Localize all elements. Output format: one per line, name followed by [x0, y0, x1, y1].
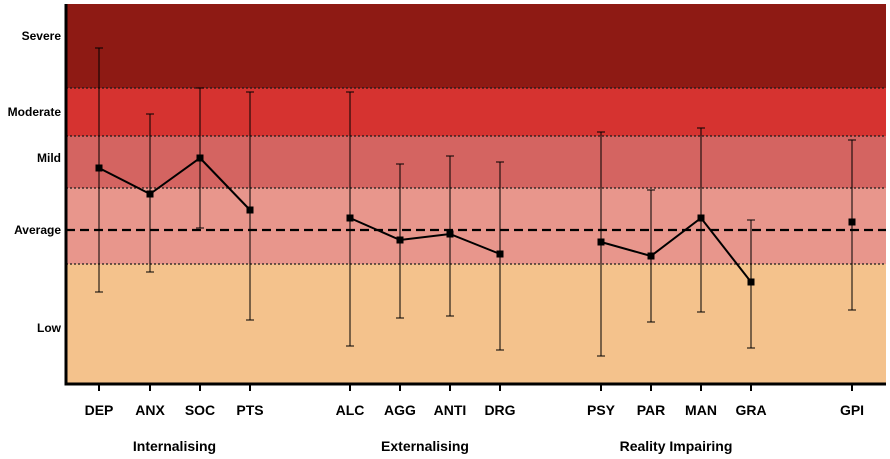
- y-axis-band-labels: Severe Moderate Mild Average Low: [8, 29, 62, 335]
- x-label-soc: SOC: [185, 402, 215, 418]
- series-line-reality-impairing: [600, 216, 752, 283]
- band-average: [66, 188, 886, 264]
- point-anx: [146, 190, 154, 198]
- point-alc: [346, 214, 354, 222]
- x-label-pts: PTS: [236, 402, 263, 418]
- x-label-par: PAR: [637, 402, 666, 418]
- severity-bands: [66, 4, 886, 384]
- x-label-man: MAN: [685, 402, 717, 418]
- x-label-agg: AGG: [384, 402, 416, 418]
- error-bar-pts: [246, 91, 254, 321]
- data-points: [95, 154, 856, 286]
- x-label-drg: DRG: [484, 402, 515, 418]
- y-label-low: Low: [37, 321, 62, 335]
- band-severe: [66, 4, 886, 88]
- group-label-reality-impairing: Reality Impairing: [620, 438, 733, 454]
- band-moderate: [66, 88, 886, 136]
- point-drg: [496, 250, 504, 258]
- series-line-internalising: [98, 156, 251, 211]
- x-label-dep: DEP: [85, 402, 114, 418]
- point-dep: [95, 164, 103, 172]
- x-label-gpi: GPI: [840, 402, 864, 418]
- point-par: [647, 252, 655, 260]
- x-label-anx: ANX: [135, 402, 165, 418]
- point-agg: [396, 236, 404, 244]
- group-labels: Internalising Externalising Reality Impair…: [133, 438, 733, 454]
- point-man: [697, 214, 705, 222]
- point-pts: [246, 206, 254, 214]
- x-axis-tick-labels: DEP ANX SOC PTS ALC AGG ANTI DRG PSY PAR MAN GRA GPI: [85, 402, 864, 418]
- point-soc: [196, 154, 204, 162]
- point-psy: [597, 238, 605, 246]
- band-low: [66, 264, 886, 384]
- y-label-severe: Severe: [22, 29, 62, 43]
- x-label-psy: PSY: [587, 402, 616, 418]
- series-lines: [98, 156, 752, 283]
- point-anti: [446, 230, 454, 238]
- series-line-externalising: [349, 217, 501, 255]
- point-gra: [747, 278, 755, 286]
- band-mild: [66, 136, 886, 188]
- x-label-alc: ALC: [336, 402, 365, 418]
- x-label-gra: GRA: [735, 402, 766, 418]
- group-label-internalising: Internalising: [133, 438, 216, 454]
- y-label-mild: Mild: [37, 151, 61, 165]
- y-label-moderate: Moderate: [8, 105, 62, 119]
- axes: [64, 4, 886, 391]
- y-label-average: Average: [14, 223, 61, 237]
- group-label-externalising: Externalising: [381, 438, 469, 454]
- point-gpi: [848, 218, 856, 226]
- x-label-anti: ANTI: [434, 402, 467, 418]
